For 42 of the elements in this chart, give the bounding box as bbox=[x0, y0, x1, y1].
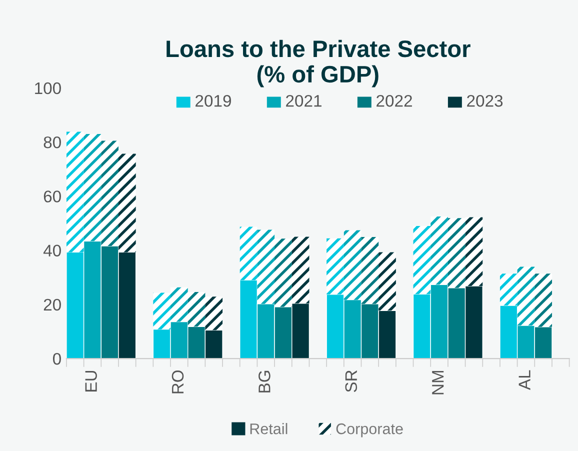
bar bbox=[274, 238, 292, 307]
x-tick-label: AL bbox=[518, 370, 530, 390]
bar bbox=[257, 230, 275, 304]
x-tick-label: RO bbox=[172, 370, 184, 394]
bar bbox=[66, 132, 84, 252]
annotation: 2021 bbox=[286, 94, 322, 107]
annotation: 2019 bbox=[196, 94, 231, 107]
bar bbox=[101, 140, 118, 246]
x-tick-label: SR bbox=[345, 370, 358, 392]
bar bbox=[205, 296, 223, 330]
x-tick-label: EU bbox=[85, 370, 97, 392]
y-tick-label: 100 bbox=[35, 82, 61, 94]
bar bbox=[500, 274, 518, 306]
bar bbox=[517, 266, 535, 326]
bar bbox=[84, 134, 102, 242]
annotation: 2023 bbox=[467, 94, 503, 107]
y-tick-label: 80 bbox=[44, 136, 61, 148]
bar bbox=[361, 237, 379, 304]
chart-title: Loans to the Private Sector (% of GDP) bbox=[166, 40, 470, 88]
bar bbox=[448, 218, 466, 288]
legend-label: Corporate bbox=[336, 423, 403, 438]
bar bbox=[326, 238, 344, 294]
y-tick-label: 40 bbox=[43, 244, 61, 257]
x-tick-label: NM bbox=[432, 371, 444, 394]
y-tick-label: 20 bbox=[44, 298, 61, 311]
annotation: 2022 bbox=[376, 94, 412, 107]
bar bbox=[240, 226, 258, 280]
y-tick-label: 60 bbox=[44, 190, 61, 202]
bar bbox=[188, 292, 206, 327]
bar bbox=[292, 236, 310, 304]
bar bbox=[153, 292, 171, 330]
bar bbox=[430, 216, 448, 285]
bar bbox=[465, 217, 483, 286]
bar bbox=[534, 274, 552, 327]
bar bbox=[118, 154, 136, 252]
x-tick-label: BG bbox=[258, 370, 270, 392]
y-tick-label: 0 bbox=[52, 352, 61, 365]
bar bbox=[170, 287, 188, 322]
legend-label: Retail bbox=[250, 423, 288, 434]
bar bbox=[378, 252, 396, 311]
bar bbox=[413, 226, 431, 294]
bar bbox=[344, 230, 362, 300]
